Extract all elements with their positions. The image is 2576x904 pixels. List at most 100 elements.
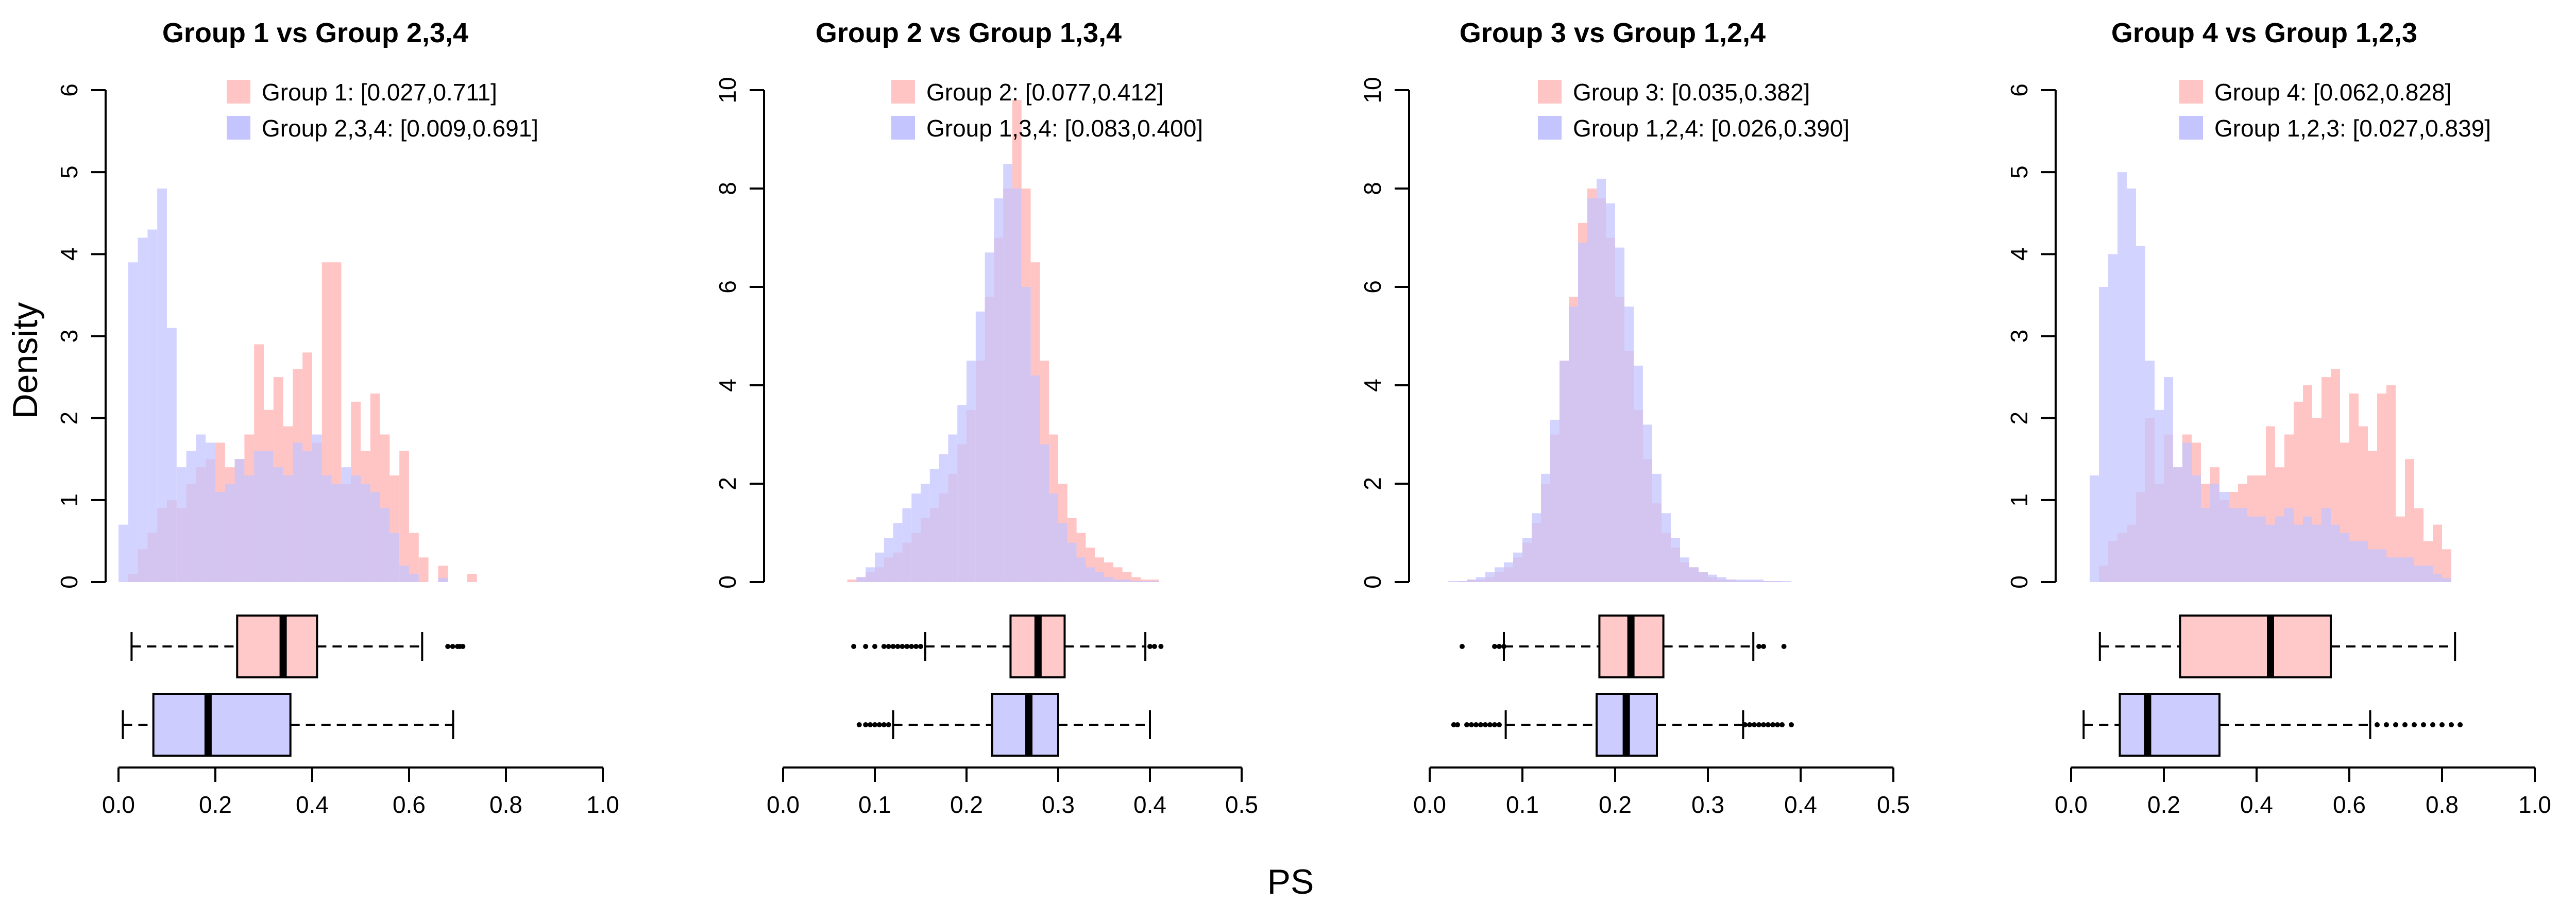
- histogram-bar: [856, 577, 866, 582]
- histogram-bar: [118, 524, 128, 582]
- outlier-point: [1761, 644, 1766, 649]
- y-tick-label: 4: [2006, 248, 2032, 261]
- legend: Group 1: [0.027,0.711] Group 2,3,4: [0.00…: [227, 79, 538, 142]
- histogram-bar: [2414, 508, 2424, 582]
- histogram-bar: [2294, 524, 2303, 582]
- histogram-bar: [1513, 552, 1522, 582]
- legend-entry: Group 1,2,3: [0.027,0.839]: [2214, 115, 2491, 142]
- outlier-point: [1780, 722, 1785, 727]
- outlier-point: [868, 722, 873, 727]
- outlier-point: [890, 644, 896, 649]
- outlier-point: [2421, 722, 2426, 727]
- histogram-bar: [1569, 306, 1578, 582]
- box-iqr: [2179, 615, 2332, 678]
- outlier-point: [900, 644, 905, 649]
- histogram-bar: [2377, 549, 2386, 582]
- histogram-bar: [2257, 516, 2266, 582]
- outlier-point: [863, 644, 869, 649]
- x-axis: 0.0 0.2 0.4 0.6 0.8 1.0: [2055, 766, 2551, 818]
- histogram-rest: [856, 164, 1159, 583]
- outlier-point: [881, 722, 887, 727]
- x-axis: 0.0 0.2 0.4 0.6 0.8 1.0: [102, 766, 619, 818]
- histogram-bar: [1671, 538, 1680, 582]
- outlier-point: [445, 644, 451, 649]
- y-tick-label: 3: [2006, 330, 2032, 343]
- histogram-bar: [994, 198, 1004, 583]
- histogram-bar: [302, 451, 312, 582]
- outlier-point: [1158, 644, 1164, 649]
- histogram-bar: [2229, 508, 2238, 582]
- histogram-bar: [2340, 533, 2349, 582]
- histogram-bar: [215, 491, 225, 582]
- legend-entry: Group 1,3,4: [0.083,0.400]: [926, 115, 1203, 142]
- histogram-bar: [147, 229, 158, 582]
- histogram-bar: [1049, 493, 1058, 582]
- boxplot-rest: [122, 693, 454, 757]
- histogram-bar: [1606, 203, 1615, 582]
- legend-swatch: [891, 116, 915, 140]
- histogram-bar: [2117, 172, 2127, 583]
- histogram-bar: [957, 405, 967, 582]
- histogram-bar: [2090, 475, 2099, 582]
- x-axis: 0.0 0.1 0.2 0.3 0.4 0.5: [767, 766, 1258, 818]
- outlier-point: [895, 644, 901, 649]
- histogram-bar: [1717, 577, 1726, 582]
- histogram-bar: [1560, 361, 1569, 582]
- boxplot-group: [2098, 615, 2456, 678]
- histogram-bar: [2377, 393, 2386, 582]
- outlier-point: [2458, 722, 2463, 727]
- y-axis: 0 1 2 3 4 5 6: [56, 83, 107, 589]
- histogram-bar: [1131, 577, 1141, 582]
- histogram-bar: [985, 252, 994, 582]
- histogram-bar: [911, 493, 921, 582]
- histogram-bar: [409, 574, 419, 582]
- histogram-bar: [2192, 475, 2201, 582]
- histogram-bar: [884, 538, 893, 582]
- histogram-bar: [1141, 581, 1150, 582]
- histogram-bar: [1150, 579, 1159, 582]
- outlier-point: [1492, 722, 1497, 727]
- histogram-bar: [1689, 567, 1699, 582]
- histogram-bar: [2219, 491, 2229, 582]
- histogram-bar: [418, 557, 429, 582]
- histogram-bar: [399, 451, 409, 582]
- chart-title: Group 3 vs Group 1,2,4: [1460, 18, 1766, 48]
- histogram-bar: [331, 484, 342, 582]
- histogram-bar: [1624, 306, 1634, 582]
- x-tick-label: 0.2: [950, 791, 983, 818]
- histogram-bar: [2359, 541, 2368, 582]
- legend-swatch: [2179, 116, 2203, 140]
- histogram-bar: [1040, 444, 1049, 582]
- outlier-point: [2439, 722, 2445, 727]
- legend-entry: Group 2: [0.077,0.412]: [926, 79, 1163, 106]
- legend: Group 4: [0.062,0.828] Group 1,2,3: [0.02…: [2179, 79, 2491, 142]
- boxplot-group: [851, 615, 1164, 678]
- histogram-bar: [467, 574, 477, 582]
- x-tick-label: 0.4: [296, 791, 329, 818]
- histogram-bar: [1550, 419, 1560, 582]
- histogram-bar: [1764, 581, 1773, 582]
- outlier-point: [1460, 644, 1465, 649]
- histogram-bar: [1448, 581, 1458, 582]
- histogram-bar: [866, 567, 875, 582]
- box-iqr: [991, 693, 1059, 757]
- y-axis: 0 2 4 6 8 10: [1359, 77, 1410, 589]
- y-tick-label: 4: [714, 379, 741, 392]
- histogram-bar: [1150, 581, 1159, 582]
- outlier-point: [2393, 722, 2398, 727]
- outlier-point: [918, 644, 923, 649]
- x-tick-label: 0.5: [1877, 791, 1910, 818]
- histogram-bar: [1662, 513, 1671, 582]
- boxplot-rest: [856, 693, 1151, 757]
- y-tick-label: 4: [56, 248, 82, 261]
- histogram-bar: [2396, 557, 2405, 582]
- histogram-bar: [186, 451, 196, 582]
- x-tick-label: 0.0: [102, 791, 135, 818]
- legend-entry: Group 3: [0.035,0.382]: [1573, 79, 1810, 106]
- histogram-bar: [2442, 578, 2451, 582]
- outlier-point: [1756, 722, 1761, 727]
- histogram-bar: [1643, 424, 1652, 582]
- histogram-bar: [1634, 365, 1643, 582]
- histogram-bar: [875, 552, 884, 582]
- histogram-bar: [1578, 243, 1587, 582]
